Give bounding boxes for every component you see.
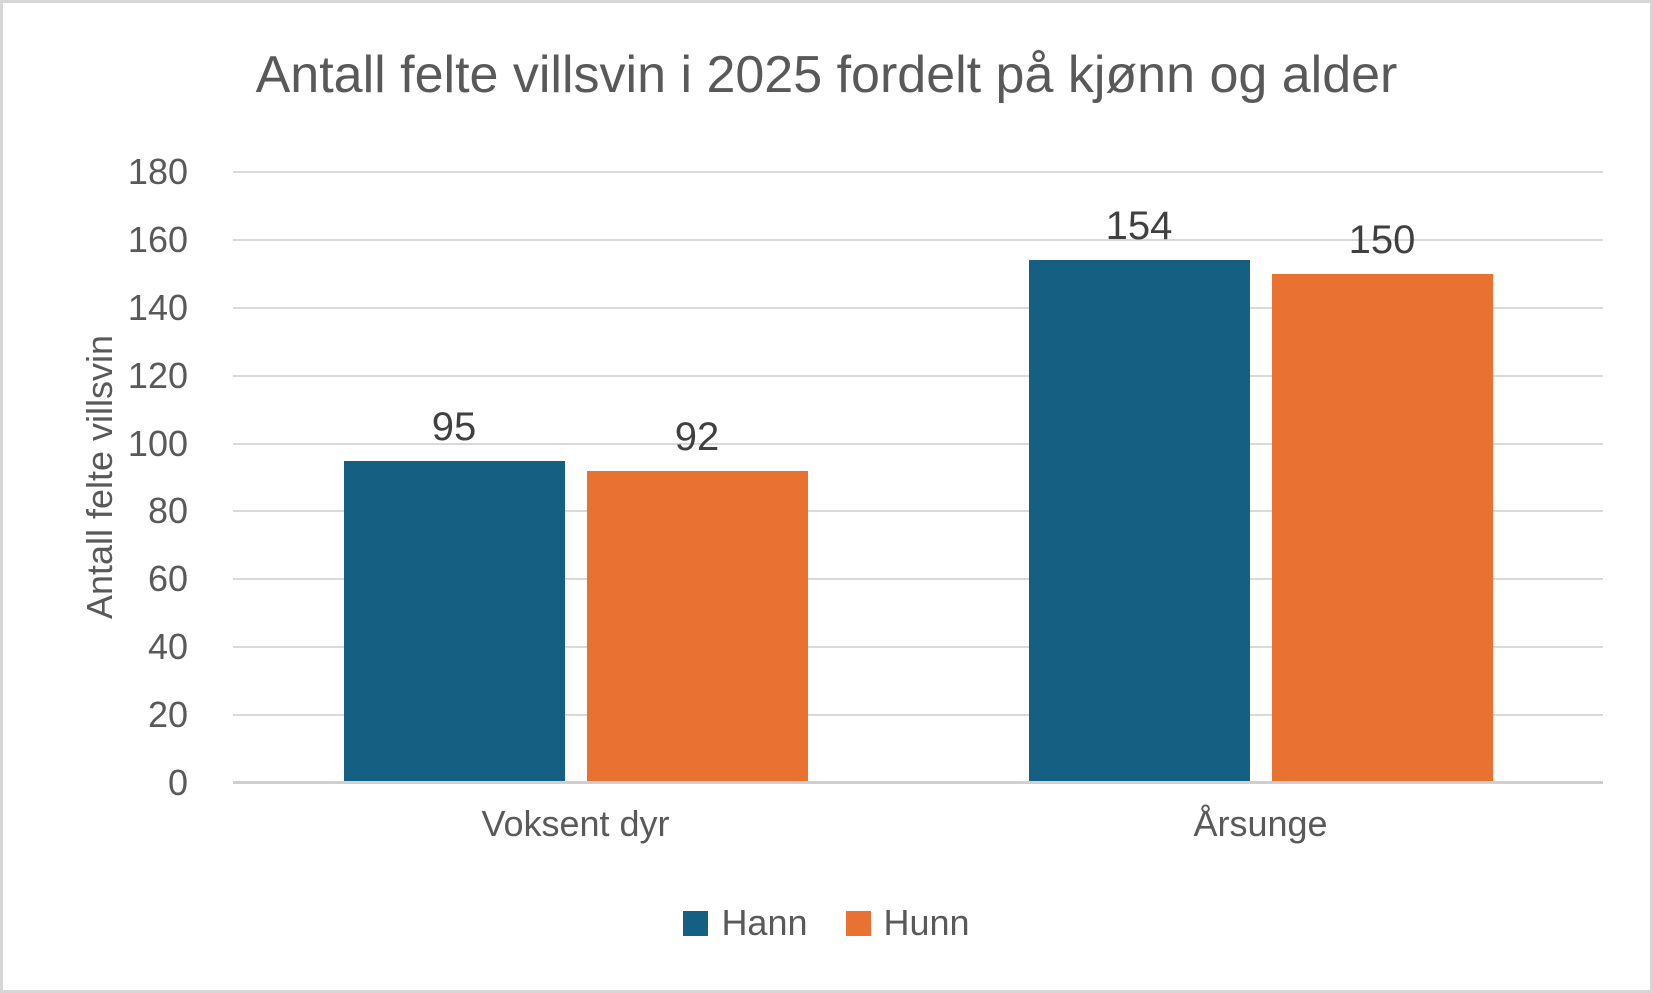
bar-hann-2 xyxy=(1028,260,1250,783)
y-tick-label-140: 140 xyxy=(127,286,188,328)
data-label-hann-1: 95 xyxy=(431,404,477,449)
y-tick-label-0: 0 xyxy=(167,762,188,803)
y-tick-label-20: 20 xyxy=(147,694,188,736)
gridline-20 xyxy=(233,714,1603,717)
plot-area: 95 92 154 150 xyxy=(233,171,1603,784)
legend-label: Hann xyxy=(721,902,808,943)
legend-item-hann: Hann xyxy=(683,902,808,943)
y-tick-label-80: 80 xyxy=(147,490,188,532)
gridline-140 xyxy=(233,306,1603,309)
legend: Hann Hunn xyxy=(3,905,1650,941)
y-tick-label-180: 180 xyxy=(127,151,188,192)
y-tick-label-100: 100 xyxy=(127,422,188,464)
gridline-120 xyxy=(233,374,1603,377)
bar-hunn-1 xyxy=(586,470,808,783)
y-tick-label-120: 120 xyxy=(127,354,188,396)
x-category-label-1: Voksent dyr xyxy=(481,803,670,844)
x-axis-line xyxy=(233,781,1603,784)
data-label-hunn-1: 92 xyxy=(674,414,720,459)
legend-swatch-icon xyxy=(845,910,871,936)
gridline-60 xyxy=(233,578,1603,581)
gridline-80 xyxy=(233,510,1603,513)
gridline-100 xyxy=(233,442,1603,445)
legend-swatch-icon xyxy=(683,910,709,936)
legend-item-hunn: Hunn xyxy=(845,902,970,943)
data-label-hann-2: 154 xyxy=(1105,204,1173,249)
data-label-hunn-2: 150 xyxy=(1348,217,1416,262)
gridline-160 xyxy=(233,238,1603,241)
gridline-180 xyxy=(233,171,1603,173)
gridline-40 xyxy=(233,646,1603,649)
bar-hunn-2 xyxy=(1271,273,1493,783)
y-tick-label-40: 40 xyxy=(147,626,188,668)
x-category-label-2: Årsunge xyxy=(1193,803,1328,844)
chart-title: Antall felte villsvin i 2025 fordelt på … xyxy=(255,46,1398,104)
y-tick-label-60: 60 xyxy=(147,558,188,600)
y-tick-label-160: 160 xyxy=(127,218,188,260)
legend-label: Hunn xyxy=(883,902,970,943)
bar-hann-1 xyxy=(343,460,565,783)
